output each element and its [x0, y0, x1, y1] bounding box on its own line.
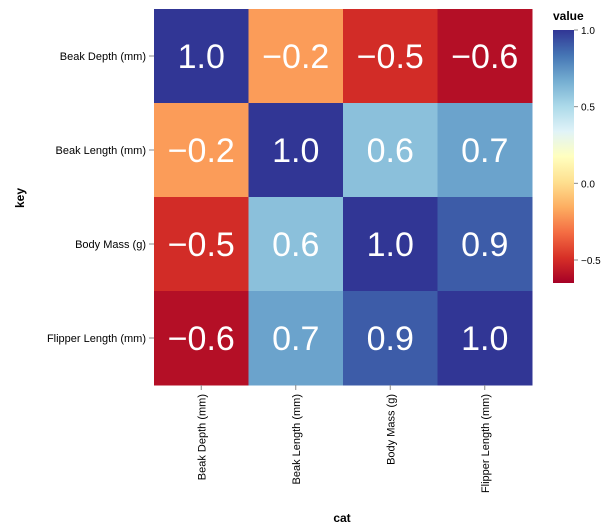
x-axis-title: cat	[333, 511, 350, 525]
heatmap-cell	[343, 103, 438, 198]
heatmap-cell	[437, 197, 533, 292]
heatmap-cell	[437, 9, 533, 104]
cell-value-label: −0.2	[262, 38, 329, 76]
cell-value-label: 1.0	[367, 226, 414, 264]
y-tick-label: Flipper Length (mm)	[47, 333, 146, 345]
cell-value-label: 0.9	[461, 226, 508, 264]
cell-value-label: 0.6	[367, 132, 414, 170]
cell-value-label: −0.5	[168, 226, 235, 264]
y-axis-title: key	[13, 188, 27, 208]
y-axis: Beak Depth (mm) Beak Length (mm) Body Mass…	[47, 51, 154, 345]
legend-gradient-bar	[553, 30, 574, 283]
heatmap-cell	[248, 197, 344, 292]
x-tick-label: Beak Length (mm)	[291, 394, 303, 484]
cell-value-label: 1.0	[178, 38, 225, 76]
cell-value-label: −0.6	[451, 38, 518, 76]
heatmap-cell	[343, 291, 438, 386]
y-tick-label: Body Mass (g)	[75, 239, 146, 251]
legend-tick-label: 0.0	[581, 179, 595, 190]
x-tick-label: Beak Depth (mm)	[196, 394, 208, 480]
cell-value-label: 0.6	[272, 226, 319, 264]
heatmap-cell	[154, 291, 249, 386]
cell-value-label: 0.7	[461, 132, 508, 170]
heatmap-cell	[248, 103, 344, 198]
heatmap-cell	[343, 197, 438, 292]
legend-tick-label: −0.5	[581, 256, 601, 267]
legend-ticks: 1.0 0.5 0.0 −0.5	[574, 26, 601, 267]
y-tick-label: Beak Length (mm)	[56, 145, 146, 157]
heatmap-cells: 1.0 −0.2 −0.5 −0.6 −0.2 1.0 0.6 0.7 −0.5 0.6 1.0 0.…	[154, 9, 533, 386]
cell-value-label: −0.5	[357, 38, 424, 76]
heatmap-cell	[154, 103, 249, 198]
y-tick-label: Beak Depth (mm)	[60, 51, 146, 63]
color-legend: value 1.0 0.5 0.0 −0.5	[553, 9, 601, 283]
legend-title: value	[553, 9, 584, 23]
heatmap-cell	[437, 291, 533, 386]
x-axis: Beak Depth (mm) Beak Length (mm) Body Mass…	[196, 385, 492, 493]
heatmap-cell	[248, 9, 344, 104]
x-tick-label: Body Mass (g)	[385, 394, 397, 465]
cell-value-label: −0.6	[168, 320, 235, 358]
heatmap-cell	[154, 9, 249, 104]
heatmap-cell	[343, 9, 438, 104]
cell-value-label: 0.9	[367, 320, 414, 358]
cell-value-label: 1.0	[272, 132, 319, 170]
legend-tick-label: 1.0	[581, 26, 595, 37]
legend-tick-label: 0.5	[581, 103, 595, 114]
heatmap-cell	[437, 103, 533, 198]
cell-value-label: −0.2	[168, 132, 235, 170]
heatmap-cell	[248, 291, 344, 386]
cell-value-label: 0.7	[272, 320, 319, 358]
cell-value-label: 1.0	[461, 320, 508, 358]
x-tick-label: Flipper Length (mm)	[480, 394, 492, 493]
heatmap-cell	[154, 197, 249, 292]
